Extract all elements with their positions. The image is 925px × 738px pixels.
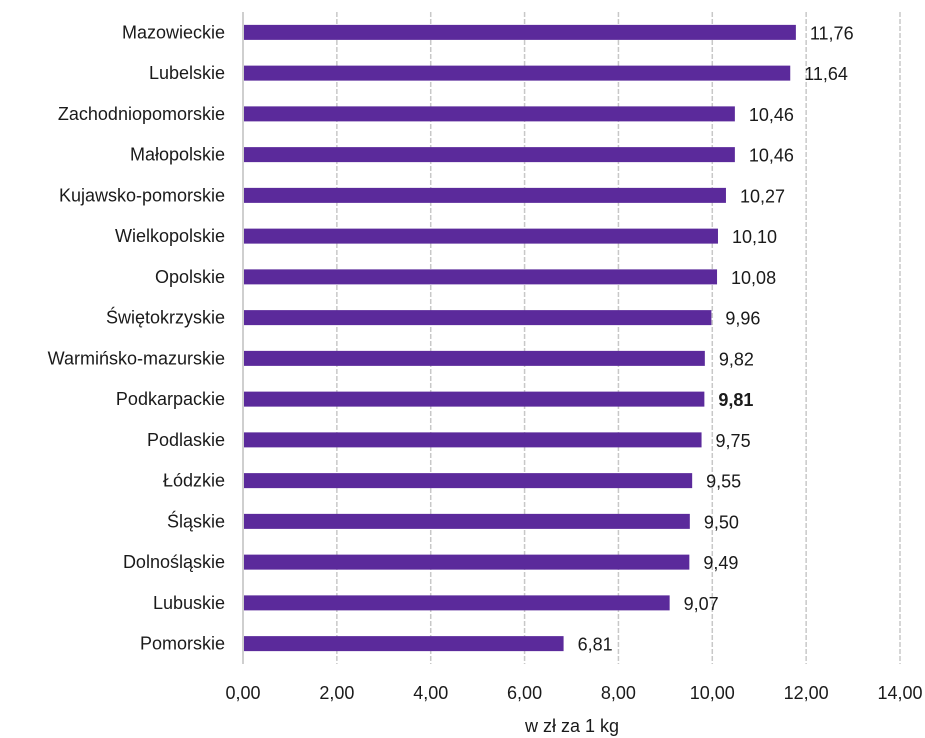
- x-tick-label: 10,00: [690, 683, 735, 703]
- bar: [244, 310, 712, 326]
- x-axis-title: w zł za 1 kg: [524, 716, 619, 736]
- bar: [244, 432, 702, 448]
- value-label: 10,08: [731, 268, 776, 288]
- value-label: 10,10: [732, 227, 777, 247]
- x-tick-label: 0,00: [225, 683, 260, 703]
- category-label: Zachodniopomorskie: [58, 104, 225, 124]
- category-label: Podlaskie: [147, 430, 225, 450]
- category-label: Wielkopolskie: [115, 226, 225, 246]
- category-label: Kujawsko-pomorskie: [59, 185, 225, 205]
- category-labels: Mazowieckie Lubelskie Zachodniopomorskie Ma…: [48, 22, 225, 653]
- bar: [244, 269, 718, 285]
- category-label: Lubuskie: [153, 593, 225, 613]
- value-label: 9,81: [718, 390, 753, 410]
- value-label: 11,64: [804, 64, 848, 84]
- bar: [244, 554, 690, 570]
- bar: [244, 350, 705, 366]
- x-tick-label: 2,00: [319, 683, 354, 703]
- category-label: Pomorskie: [140, 634, 225, 654]
- bar: [244, 65, 791, 81]
- bar: [244, 636, 564, 652]
- category-label: Świętokrzyskie: [106, 307, 225, 328]
- value-labels: 11,76 11,64 10,46 10,46 10,27 10,10 10,08 9,96 9…: [578, 23, 854, 654]
- bar: [244, 147, 735, 163]
- category-label: Łódzkie: [163, 471, 225, 491]
- category-label: Warmińsko-mazurskie: [48, 348, 225, 368]
- bar: [244, 228, 718, 244]
- x-tick-label: 4,00: [413, 683, 448, 703]
- bar: [244, 106, 735, 122]
- bar: [244, 513, 690, 529]
- category-label: Małopolskie: [130, 145, 225, 165]
- category-label: Mazowieckie: [122, 22, 225, 42]
- x-tick-labels: 0,00 2,00 4,00 6,00 8,00 10,00 12,00 14,00: [225, 683, 922, 703]
- x-tick-label: 12,00: [784, 683, 829, 703]
- value-label: 10,46: [749, 105, 794, 125]
- value-label: 9,55: [706, 472, 741, 492]
- value-label: 9,96: [725, 309, 760, 329]
- value-label: 9,49: [703, 553, 738, 573]
- value-label: 9,75: [716, 431, 751, 451]
- value-label: 10,27: [740, 186, 785, 206]
- bar: [244, 595, 670, 611]
- bar: [244, 391, 705, 407]
- value-label: 9,07: [684, 594, 719, 614]
- bar: [244, 473, 693, 489]
- bar: [244, 24, 796, 40]
- value-label: 6,81: [578, 635, 613, 655]
- bars: [244, 24, 796, 652]
- value-label: 9,82: [719, 349, 754, 369]
- value-label: 10,46: [749, 146, 794, 166]
- category-label: Podkarpackie: [116, 389, 225, 409]
- category-label: Lubelskie: [149, 63, 225, 83]
- x-tick-label: 14,00: [877, 683, 922, 703]
- category-label: Dolnośląskie: [123, 552, 225, 572]
- bar: [244, 187, 726, 203]
- value-label: 9,50: [704, 512, 739, 532]
- category-label: Opolskie: [155, 267, 225, 287]
- x-tick-label: 8,00: [601, 683, 636, 703]
- value-label: 11,76: [810, 23, 854, 43]
- x-tick-label: 6,00: [507, 683, 542, 703]
- category-label: Śląskie: [167, 510, 225, 531]
